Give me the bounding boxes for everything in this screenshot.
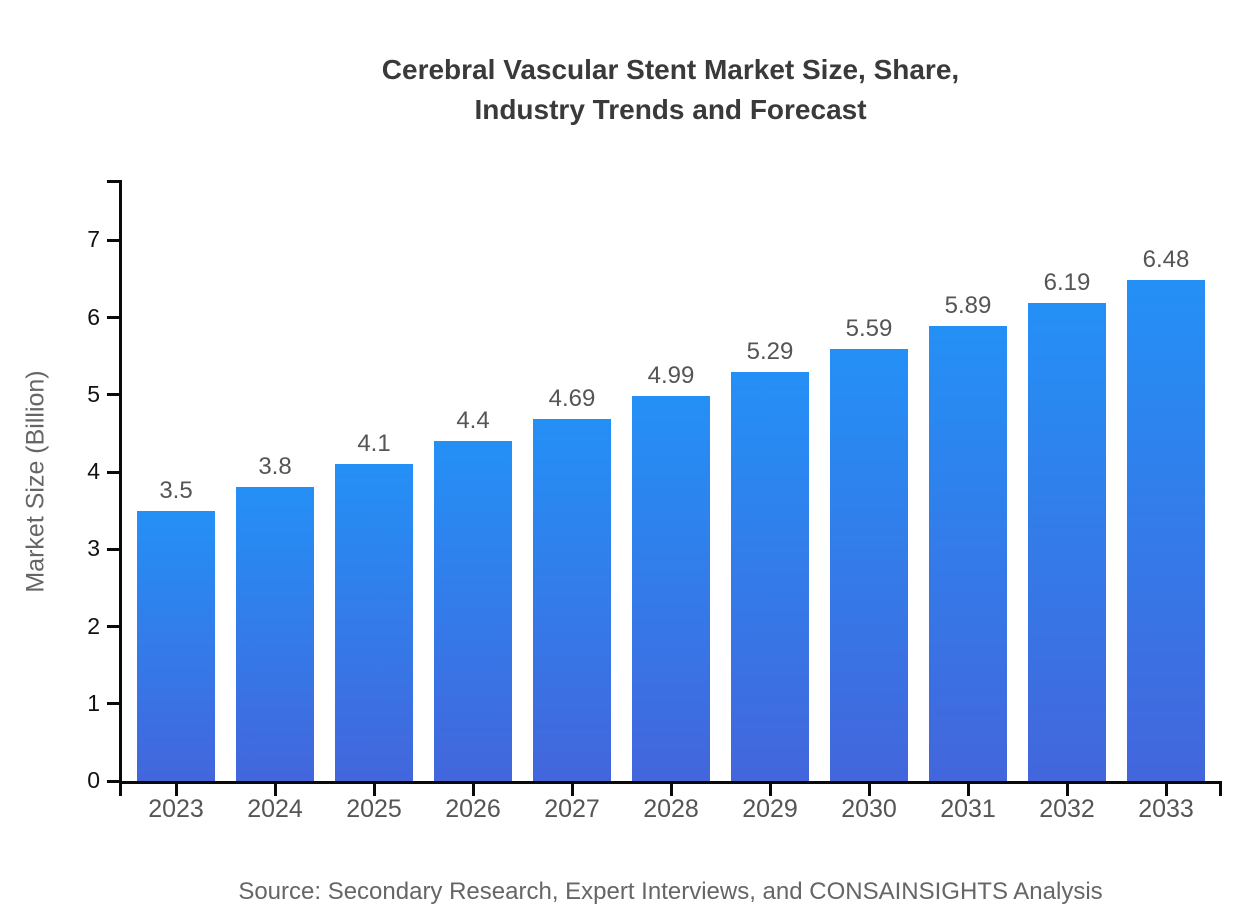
x-tick xyxy=(1065,784,1069,796)
x-tick xyxy=(1164,784,1168,796)
bar xyxy=(929,326,1007,781)
bar xyxy=(335,464,413,781)
x-tick-label: 2030 xyxy=(841,795,897,823)
y-tick-label: 1 xyxy=(87,689,100,716)
x-axis-end-tick xyxy=(1219,784,1222,796)
y-tick-label: 6 xyxy=(87,303,100,330)
y-tick xyxy=(107,470,119,474)
x-tick-label: 2033 xyxy=(1138,795,1194,823)
x-tick-label: 2028 xyxy=(643,795,699,823)
plot-area: 0 1 2 3 4 5 6 7 3.5 2023 3.8 2024 4.1 2025 4.4 2026 4.69… xyxy=(87,180,1222,823)
x-tick xyxy=(867,784,871,796)
x-tick-label: 2029 xyxy=(742,795,798,823)
chart-title: Cerebral Vascular Stent Market Size, Sha… xyxy=(381,54,960,125)
bar-value-label: 5.29 xyxy=(746,338,794,366)
x-tick xyxy=(471,784,475,796)
x-axis-start-tick xyxy=(119,784,122,796)
bar-value-label: 3.8 xyxy=(258,453,292,481)
bar xyxy=(533,418,611,781)
y-tick-label: 2 xyxy=(87,612,100,639)
bar-value-label: 6.19 xyxy=(1043,268,1091,296)
bar-value-label: 5.89 xyxy=(944,292,992,319)
bar xyxy=(434,441,512,781)
x-tick-label: 2032 xyxy=(1039,795,1095,823)
x-tick-label: 2023 xyxy=(148,795,204,823)
bar xyxy=(137,510,215,781)
bar-value-label: 3.5 xyxy=(159,476,193,504)
y-tick-label: 0 xyxy=(87,767,100,793)
y-axis-label: Market Size (Billion) xyxy=(21,370,50,593)
y-tick xyxy=(107,702,119,706)
bar-value-label: 4.1 xyxy=(357,430,391,458)
bar-value-label: 4.99 xyxy=(647,361,695,389)
bar-value-label: 4.69 xyxy=(548,384,596,412)
x-tick-label: 2027 xyxy=(544,795,600,823)
bar xyxy=(236,487,314,781)
bar-value-label: 6.48 xyxy=(1142,246,1190,274)
x-tick xyxy=(570,784,574,796)
x-tick xyxy=(174,784,178,796)
y-tick-label: 3 xyxy=(87,535,100,562)
x-tick xyxy=(966,784,970,796)
x-tick-label: 2024 xyxy=(247,795,303,823)
y-tick-label: 7 xyxy=(87,226,100,253)
x-tick-label: 2031 xyxy=(940,795,996,823)
source-note: Source: Secondary Research, Expert Inter… xyxy=(238,878,1103,905)
x-tick-label: 2026 xyxy=(445,795,501,823)
x-tick xyxy=(768,784,772,796)
bar-value-label: 4.4 xyxy=(456,407,490,435)
bar xyxy=(1127,280,1205,781)
y-tick xyxy=(107,625,119,628)
bar xyxy=(632,395,710,781)
y-tick xyxy=(107,779,119,783)
y-tick-label: 5 xyxy=(87,380,100,407)
x-tick-label: 2025 xyxy=(346,795,402,823)
y-tick xyxy=(107,547,119,551)
x-tick xyxy=(669,784,673,796)
bar xyxy=(1028,302,1106,781)
y-tick xyxy=(107,316,119,319)
y-tick-label: 4 xyxy=(87,458,100,484)
bar xyxy=(830,349,908,781)
x-tick xyxy=(273,784,277,796)
bar-value-label: 5.59 xyxy=(845,315,893,343)
bar xyxy=(731,372,809,781)
y-axis-end-tick xyxy=(107,180,119,183)
y-tick xyxy=(107,393,119,397)
y-tick xyxy=(107,238,119,242)
x-tick xyxy=(372,784,376,796)
